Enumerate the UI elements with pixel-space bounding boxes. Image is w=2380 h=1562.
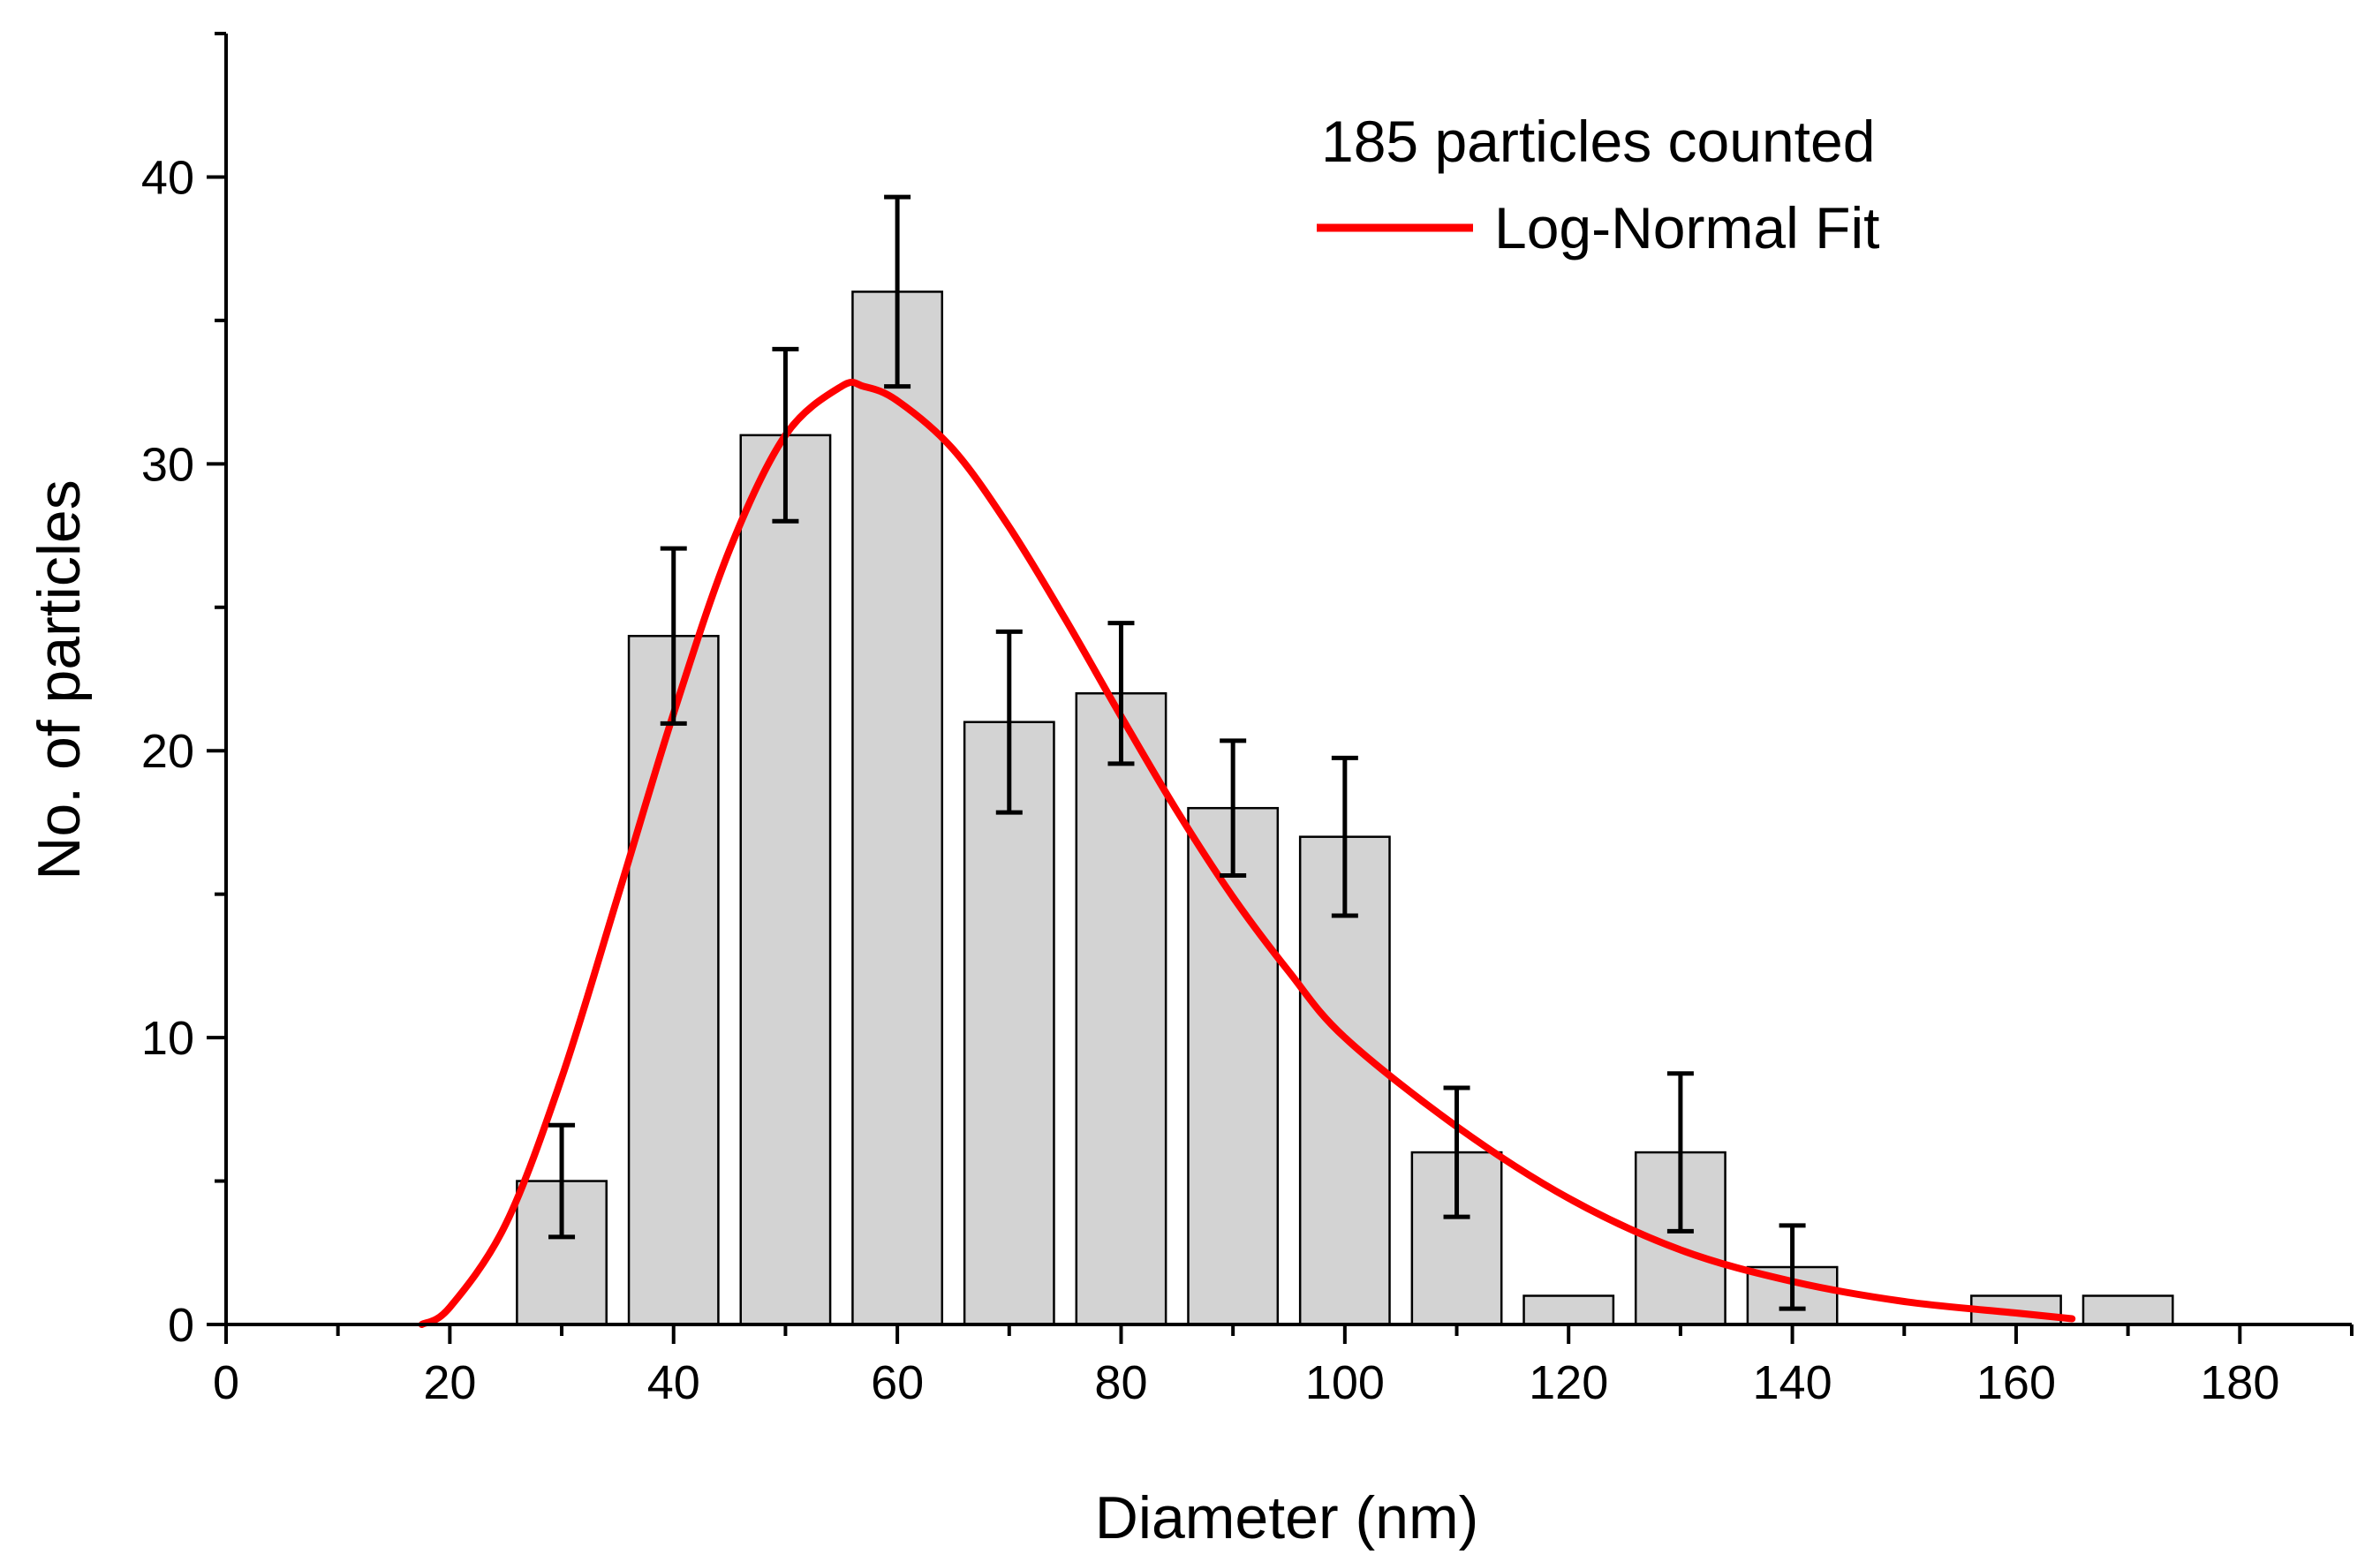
bar-100	[1298, 835, 1391, 1326]
legend-entry-log-normal-fit: Log-Normal Fit	[1494, 195, 1879, 260]
error-bar-60	[884, 194, 911, 389]
x-tick-label-180: 180	[2200, 1356, 2279, 1409]
bar-120	[1522, 1294, 1615, 1326]
legend: 185 particles counted Log-Normal Fit	[1317, 109, 1879, 260]
x-tick-label-40: 40	[647, 1356, 700, 1409]
y-axis-title: No. of particles	[26, 479, 93, 880]
y-tick-label-0: 0	[168, 1299, 194, 1352]
y-tick-label-30: 30	[141, 438, 194, 491]
error-bar-30	[548, 1122, 576, 1240]
bar-90	[1187, 806, 1280, 1326]
error-bar-80	[1107, 621, 1135, 766]
x-tick-label-20: 20	[423, 1356, 476, 1409]
x-tick-label-120: 120	[1529, 1356, 1608, 1409]
error-bar-90	[1220, 738, 1247, 879]
bar-60	[851, 291, 944, 1326]
error-bar-140	[1779, 1223, 1806, 1311]
error-bar-70	[995, 629, 1023, 815]
error-bar-40	[660, 546, 687, 726]
y-tick-label-20: 20	[141, 725, 194, 778]
legend-title: 185 particles counted	[1321, 109, 1875, 174]
error-bar-130	[1666, 1071, 1694, 1234]
bar-40	[627, 635, 720, 1326]
error-bar-50	[772, 346, 799, 524]
y-tick-label-10: 10	[141, 1012, 194, 1065]
x-tick-label-160: 160	[1976, 1356, 2056, 1409]
error-bar-110	[1443, 1085, 1470, 1219]
x-tick-label-100: 100	[1305, 1356, 1385, 1409]
y-tick-label-40: 40	[141, 151, 194, 204]
x-tick-label-0: 0	[213, 1356, 239, 1409]
x-axis-ticks: 0 20 40 60 80 100 120 140 160 180	[213, 1324, 2354, 1409]
error-bars	[548, 194, 1806, 1311]
x-tick-label-140: 140	[1753, 1356, 1832, 1409]
log-normal-fit-curve	[418, 378, 2076, 1328]
x-tick-label-60: 60	[871, 1356, 924, 1409]
bar-170	[2082, 1294, 2174, 1326]
fit-curve-layer	[418, 378, 2076, 1328]
x-tick-label-80: 80	[1094, 1356, 1147, 1409]
y-axis-ticks: 0 10 20 30 40	[141, 32, 226, 1352]
bar-80	[1075, 691, 1167, 1326]
axes	[224, 34, 2352, 1326]
x-axis-title: Diameter (nm)	[1095, 1484, 1479, 1551]
bar-50	[739, 434, 832, 1326]
error-bar-100	[1331, 755, 1358, 918]
